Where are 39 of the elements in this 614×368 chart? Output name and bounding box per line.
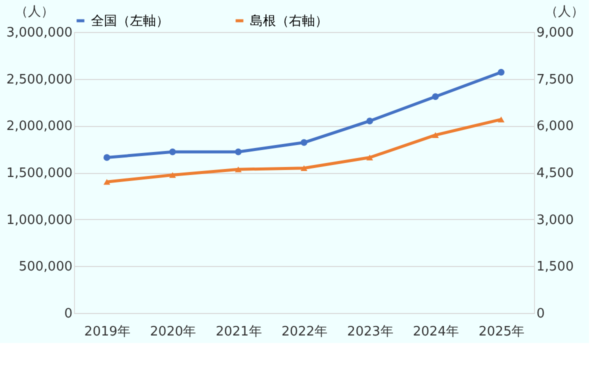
y-tick-label: 1,000,000 [6,212,72,228]
point [169,148,176,156]
y2-tick-label: 1,500 [536,260,574,275]
y-axis-title: （人） [15,4,54,20]
x-tick-label: 2023年 [347,324,394,340]
point [104,178,110,185]
y-tick-label: 1,500,000 [6,166,72,181]
point [432,132,439,138]
legend-label: 島根（右軸） [250,14,328,29]
x-tick-label: 2025年 [478,324,525,340]
x-tick-label: 2020年 [150,324,196,340]
y2-axis-title: （人） [545,4,584,20]
x-tick-label: 2021年 [216,324,262,340]
x-tick-label: 2024年 [412,324,459,340]
point [300,165,308,172]
point [366,118,374,124]
point [300,139,308,146]
y-tick-label: 500,000 [18,260,72,275]
y2-tick-label: 7,500 [536,72,574,88]
y2-tick-label: 3,000 [536,212,574,228]
y-tick-label: 2,500,000 [6,72,72,88]
point [104,154,110,161]
legend-label: 全国（左軸） [91,14,169,29]
y2-tick-label: 9,000 [536,26,574,40]
x-tick-label: 2019年 [84,324,130,340]
y-tick-label: 3,000,000 [6,26,72,40]
point [169,172,176,178]
y2-tick-label: 4,500 [536,166,574,181]
y-tick-label: 0 [64,306,72,322]
y2-tick-label: 0 [536,306,545,322]
point [234,166,242,172]
point [498,116,504,122]
y-tick-label: 2,000,000 [6,119,72,134]
y2-tick-label: 6,000 [536,119,574,134]
point [432,93,439,100]
point [498,68,504,76]
x-tick-label: 2022年 [281,324,328,340]
point [366,154,374,160]
point [234,148,242,156]
